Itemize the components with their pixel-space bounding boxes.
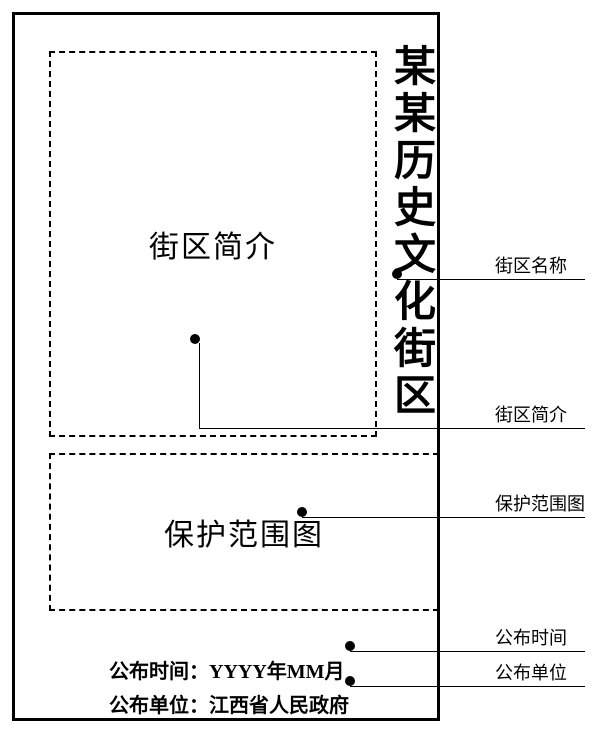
publish-org-label: 公布单位： [109,695,209,717]
callout-label-time: 公布时间 [495,624,567,650]
plaque-frame: 街区简介 保护范围图 某某历史文化街区 公布时间：YYYY年MM月 公布单位：江… [12,12,440,721]
callout-dot-name [392,269,402,279]
callout-rule-time [350,651,585,652]
callout-rule-org [350,686,585,687]
callout-dot-time [345,641,355,651]
callout-dot-map [297,507,307,517]
intro-box: 街区简介 [49,51,377,437]
callout-label-org: 公布单位 [495,659,567,685]
callout-rule-intro [199,428,585,429]
publish-org-value: 江西省人民政府 [209,695,349,717]
callout-vline-intro [199,343,200,428]
callout-label-intro: 街区简介 [495,401,567,427]
diagram-viewport: 街区简介 保护范围图 某某历史文化街区 公布时间：YYYY年MM月 公布单位：江… [0,0,592,733]
publish-time-value: YYYY年MM月 [209,661,345,683]
publish-time-label: 公布时间： [109,661,209,683]
callout-rule-name [397,279,585,280]
callout-dot-org [345,676,355,686]
intro-box-label: 街区简介 [149,222,277,266]
plaque-title: 某某历史文化街区 [390,45,440,421]
callout-label-map: 保护范围图 [495,490,585,516]
map-box: 保护范围图 [49,453,439,611]
publish-time-row: 公布时间：YYYY年MM月 [109,655,345,684]
callout-rule-map [302,517,585,518]
publish-org-row: 公布单位：江西省人民政府 [109,689,349,718]
callout-label-name: 街区名称 [495,252,567,278]
